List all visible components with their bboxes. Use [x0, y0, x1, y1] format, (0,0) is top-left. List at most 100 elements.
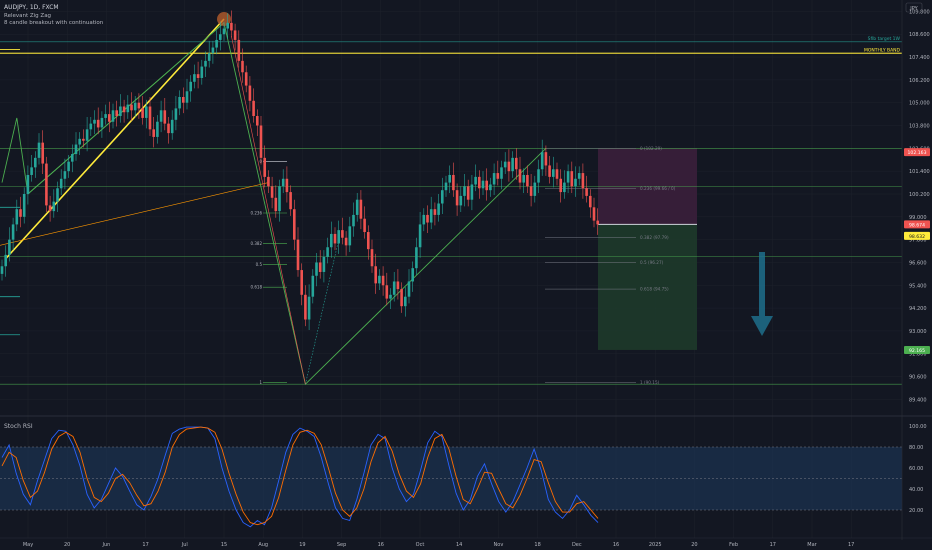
candle-body	[252, 100, 255, 117]
candle-body	[422, 214, 426, 225]
indicator-zigzag-label[interactable]: Relevant Zig Zag	[4, 13, 51, 19]
stoch-rsi-label[interactable]: Stoch RSI	[4, 423, 33, 430]
candle-body	[189, 81, 192, 92]
candle-body	[470, 184, 474, 200]
candle-body	[30, 167, 33, 175]
candle-body	[182, 96, 185, 103]
candle-body	[392, 281, 396, 295]
horizontal-levels: Sfib target 1W MONTHLY BAND 0 (102.29) 0.23…	[0, 36, 902, 385]
candle-body	[78, 138, 81, 145]
candle-body	[22, 193, 26, 217]
time-tick-label: Sep	[337, 542, 346, 548]
candle-body	[4, 254, 7, 267]
candle-body	[204, 60, 207, 67]
time-tick-label: Mar	[807, 542, 817, 548]
candle-body	[540, 152, 544, 170]
dotted-retrace	[305, 239, 339, 385]
candle-body	[333, 233, 337, 244]
candle-body	[529, 186, 533, 196]
candle-body	[82, 138, 85, 141]
candle-body	[115, 110, 118, 117]
time-tick-label: Jun	[101, 542, 110, 548]
candle-body	[56, 188, 59, 202]
candle-body	[429, 209, 433, 223]
time-tick-label: Nov	[494, 542, 504, 548]
currency-badge[interactable]	[905, 2, 923, 13]
candle-body	[574, 178, 577, 187]
candle-body	[581, 173, 585, 189]
candle-body	[404, 296, 407, 307]
candle-body	[222, 28, 226, 35]
candle-body	[307, 296, 311, 320]
candle-body	[518, 169, 522, 183]
candle-body	[281, 178, 285, 187]
candle-body	[452, 174, 455, 191]
price-tick-label: 90.600	[909, 375, 927, 381]
price-badge	[904, 148, 930, 157]
zigzag-line	[1, 21, 547, 386]
time-tick-label: Dec	[572, 542, 582, 548]
candle-body	[441, 190, 444, 204]
stoch-tick-label: 100.00	[909, 424, 927, 430]
candle-body	[300, 270, 303, 295]
candle-body	[537, 169, 540, 183]
candle-body	[0, 266, 4, 274]
candle-body	[285, 178, 289, 193]
candle-body	[374, 266, 377, 284]
candle-body	[433, 209, 437, 215]
candle-body	[193, 74, 196, 82]
candle-body	[19, 209, 22, 217]
candle-body	[492, 173, 496, 185]
candle-body	[448, 174, 451, 183]
candle-body	[74, 144, 78, 155]
zigzag-level-label: 0.236	[251, 211, 263, 216]
time-tick-label: Aug	[258, 542, 268, 548]
candle-body	[385, 285, 389, 299]
indicator-breakout-label[interactable]: 8 candle breakout with continuation	[4, 20, 104, 26]
candle-body	[215, 39, 218, 48]
candle-body	[478, 176, 481, 189]
candle-body	[137, 102, 141, 109]
time-tick-label: 20	[64, 542, 70, 548]
candle-body	[378, 275, 381, 284]
candle-body	[104, 114, 107, 118]
candle-body	[41, 142, 44, 164]
price-tick-label: 96.600	[909, 260, 927, 266]
time-tick-label: 17	[848, 542, 854, 548]
candle-body	[352, 214, 355, 227]
stoch-tick-label: 80.00	[909, 445, 923, 451]
price-tick-label: 94.200	[909, 306, 927, 312]
candle-body	[200, 66, 204, 78]
candle-body	[381, 275, 385, 286]
candle-body	[52, 201, 56, 212]
candle-body	[522, 174, 525, 183]
price-tick-label: 107.400	[909, 55, 930, 61]
candle-body	[230, 22, 233, 31]
zigzag-level-label: 0.5	[256, 262, 263, 267]
time-tick-label: 20	[691, 542, 697, 548]
candle-body	[318, 262, 322, 272]
candle-body	[459, 195, 463, 206]
price-tick-label: 91.800	[909, 352, 927, 358]
take-profit-zone	[598, 224, 697, 350]
candle-body	[130, 104, 133, 111]
candle-body	[577, 173, 581, 179]
candle-body	[426, 214, 429, 223]
candle-body	[15, 209, 19, 225]
time-tick-label: 14	[456, 542, 462, 548]
time-tick-label: 2025	[649, 542, 662, 548]
stoch-tick-label: 40.00	[909, 487, 923, 493]
symbol-title[interactable]: AUDJPY, 1D, FXCM	[4, 4, 59, 11]
candle-body	[348, 226, 352, 246]
candle-body	[156, 121, 159, 137]
candle-body	[592, 207, 596, 221]
candle-body	[259, 125, 263, 158]
orange-trendline	[0, 182, 269, 246]
candle-body	[418, 224, 422, 248]
yellow-trendline	[5, 18, 225, 260]
candle-body	[485, 180, 488, 191]
candle-body	[148, 106, 152, 130]
candle-body	[544, 152, 548, 166]
